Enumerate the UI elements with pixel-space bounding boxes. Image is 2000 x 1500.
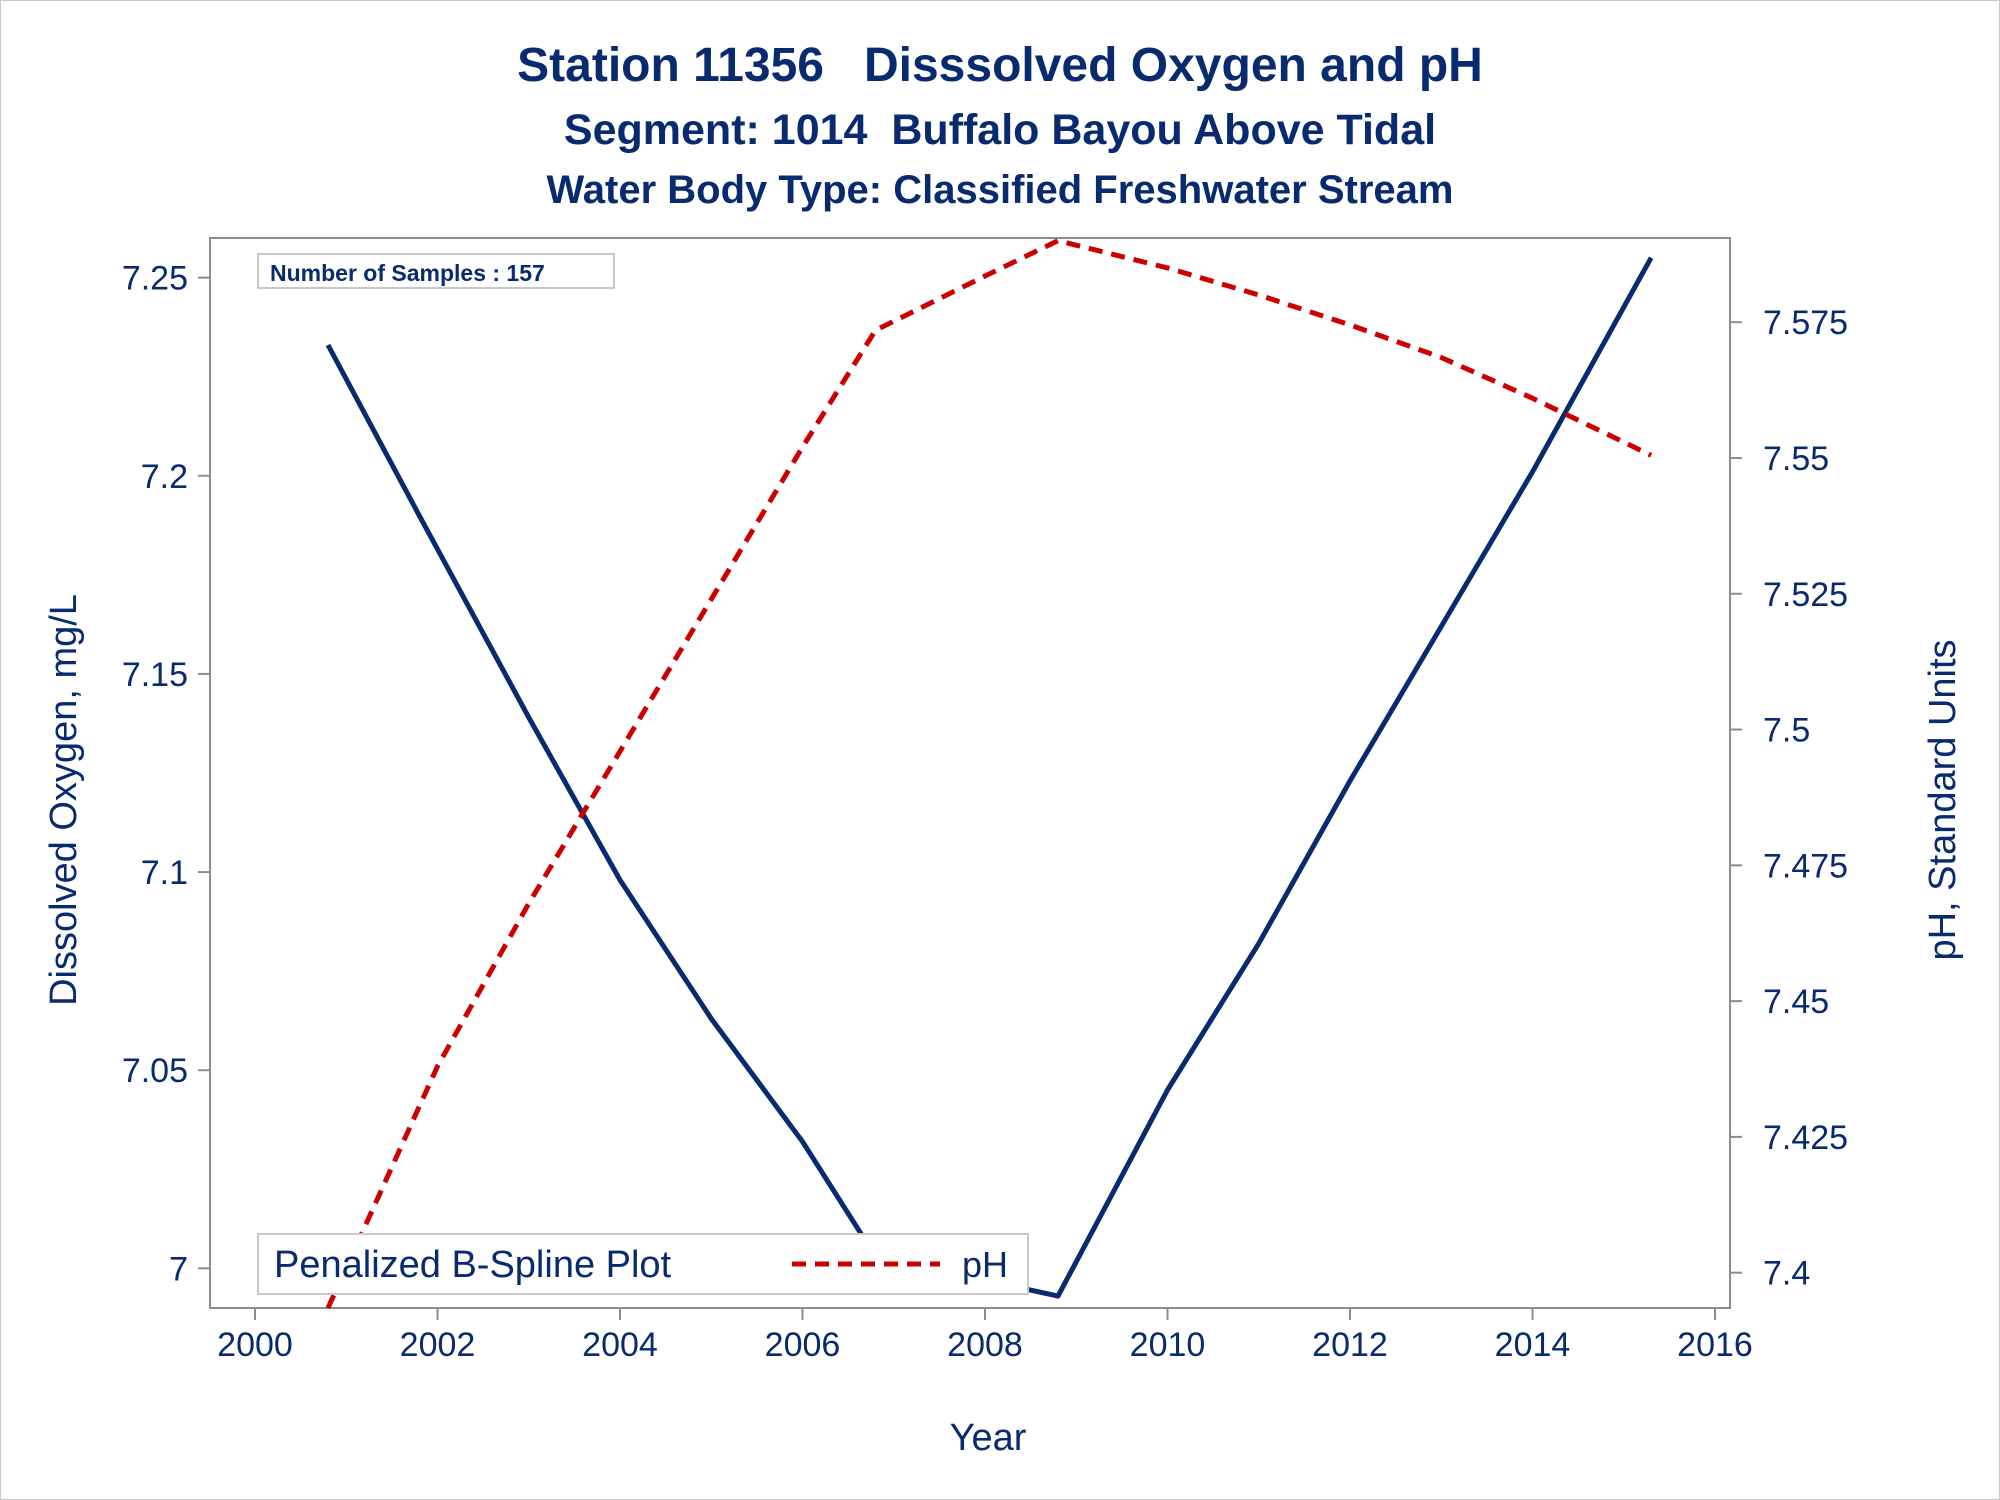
x-tick-label: 2006 [765,1326,841,1364]
y-tick-label: 7.15 [122,656,188,694]
y-tick-label: 7.05 [122,1052,188,1090]
x-axis-label: Year [950,1417,1027,1459]
legend-box [257,1233,1029,1295]
x-tick-label: 2004 [582,1326,658,1364]
chart-subtitle-segment: Segment: 1014 Buffalo Bayou Above Tidal [563,106,1437,154]
x-tick-label: 2014 [1495,1326,1571,1364]
ph-series-line [325,238,1653,1310]
y2-tick-label: 7.45 [1763,983,1829,1021]
series-group [325,238,1654,1310]
x-tick-label: 2010 [1130,1326,1206,1364]
x-tick-label: 2008 [947,1326,1023,1364]
plot-area-frame [209,237,1731,1309]
dissolved-oxygen-series-line [325,256,1654,1299]
y2-tick-label: 7.425 [1763,1119,1848,1157]
y2-tick-label: 7.525 [1763,576,1848,614]
y2-tick-label: 7.4 [1763,1255,1810,1293]
x-tick-label: 2016 [1677,1326,1753,1364]
overlay-group: Number of Samples : 157 Penalized B-Splin… [257,253,1029,1295]
y-axis-label: Dissolved Oxygen, mg/L [43,594,85,1006]
legend-title: Penalized B-Spline Plot [274,1244,672,1286]
y-tick-label: 7.2 [141,458,188,496]
chart-subtitle-water-body: Water Body Type: Classified Freshwater S… [546,168,1454,212]
x-tick-label: 2000 [217,1326,293,1364]
y2-tick-label: 7.475 [1763,847,1848,885]
sample-count-box [257,253,615,289]
chart-title: Station 11356 Disssolved Oxygen and pH [517,39,1483,92]
y2-axis-label: pH, Standard Units [1922,639,1964,960]
x-tick-label: 2012 [1312,1326,1388,1364]
y-tick-label: 7 [169,1250,188,1288]
y2-tick-label: 7.575 [1763,304,1848,342]
axes-group: 2000 2002 2004 2006 2008 2010 2012 2014 2016 7 7.0… [43,237,1964,1459]
y2-tick-label: 7.5 [1763,712,1810,750]
x-tick-label: 2002 [400,1326,476,1364]
sample-count-label: Number of Samples : 157 [270,260,545,286]
y-tick-label: 7.25 [122,260,188,298]
y-tick-label: 7.1 [141,854,188,892]
y2-tick-label: 7.55 [1763,440,1829,478]
legend-ph-label: pH [962,1244,1008,1285]
